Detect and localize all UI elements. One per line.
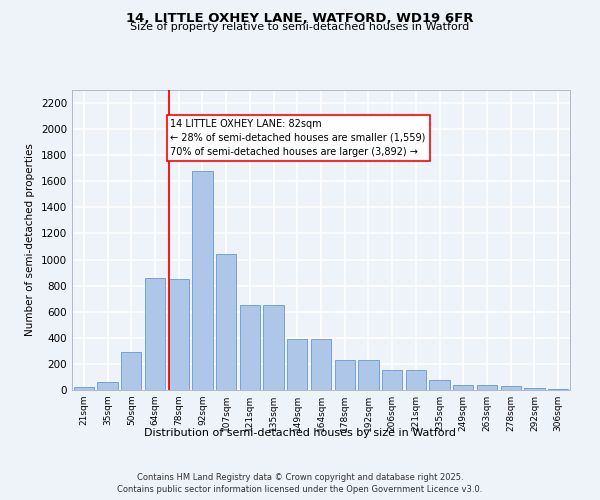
Text: Distribution of semi-detached houses by size in Watford: Distribution of semi-detached houses by … <box>144 428 456 438</box>
Bar <box>74 388 94 390</box>
Y-axis label: Number of semi-detached properties: Number of semi-detached properties <box>25 144 35 336</box>
Bar <box>240 305 260 390</box>
Bar <box>477 385 497 390</box>
Text: 14, LITTLE OXHEY LANE, WATFORD, WD19 6FR: 14, LITTLE OXHEY LANE, WATFORD, WD19 6FR <box>126 12 474 26</box>
Bar <box>382 370 402 390</box>
Text: Size of property relative to semi-detached houses in Watford: Size of property relative to semi-detach… <box>130 22 470 32</box>
Text: Contains HM Land Registry data © Crown copyright and database right 2025.: Contains HM Land Registry data © Crown c… <box>137 472 463 482</box>
Bar <box>145 278 165 390</box>
Bar <box>97 382 118 390</box>
Text: 14 LITTLE OXHEY LANE: 82sqm
← 28% of semi-detached houses are smaller (1,559)
70: 14 LITTLE OXHEY LANE: 82sqm ← 28% of sem… <box>170 118 426 156</box>
Text: Contains public sector information licensed under the Open Government Licence v3: Contains public sector information licen… <box>118 485 482 494</box>
Bar <box>453 385 473 390</box>
Bar <box>193 171 212 390</box>
Bar <box>216 254 236 390</box>
Bar <box>500 386 521 390</box>
Bar <box>311 339 331 390</box>
Bar <box>263 305 284 390</box>
Bar <box>430 380 449 390</box>
Bar <box>169 279 189 390</box>
Bar <box>335 360 355 390</box>
Bar <box>287 339 307 390</box>
Bar <box>406 370 426 390</box>
Bar <box>121 352 142 390</box>
Bar <box>524 388 545 390</box>
Bar <box>358 360 379 390</box>
